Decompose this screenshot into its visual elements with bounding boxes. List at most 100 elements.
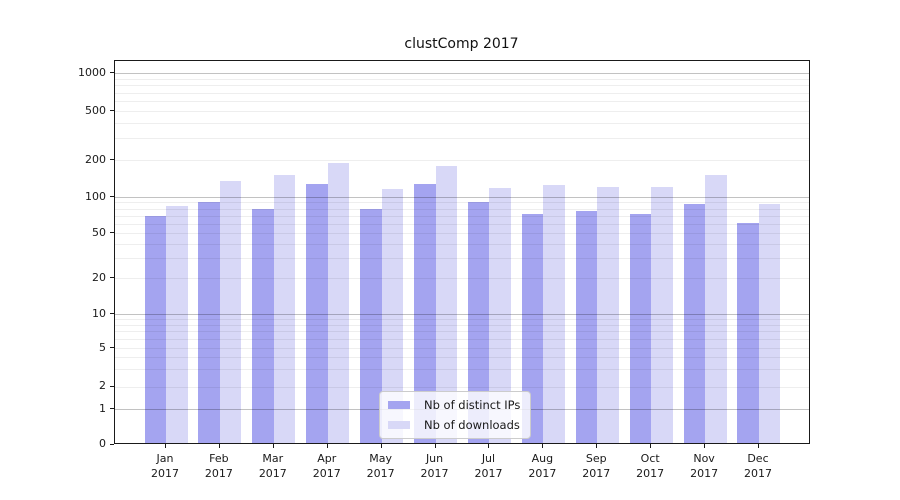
minor-gridline xyxy=(114,111,809,112)
x-tick-label-aug: Aug 2017 xyxy=(528,452,557,480)
y-tick-label: 0 xyxy=(99,437,106,450)
bar-downloads-aug xyxy=(543,184,565,443)
y-tick-mark xyxy=(109,385,114,387)
minor-gridline xyxy=(114,78,809,80)
y-tick-label: 20 xyxy=(92,270,106,284)
x-tick-mark xyxy=(380,444,382,448)
minor-gridline xyxy=(114,202,809,204)
x-tick-mark xyxy=(272,444,274,448)
x-tick-label-apr: Apr 2017 xyxy=(312,452,341,480)
bar-distinct-ips-feb xyxy=(198,201,220,443)
y-tick-mark xyxy=(109,159,114,160)
bar-downloads-dec xyxy=(758,204,781,443)
bar-downloads-mar xyxy=(273,174,296,443)
x-tick-label-jun: Jun 2017 xyxy=(420,452,449,480)
bar-downloads-nov xyxy=(705,175,727,443)
legend: Nb of distinct IPs Nb of downloads xyxy=(379,391,532,439)
y-tick-label: 100 xyxy=(85,189,106,203)
bar-downloads-oct xyxy=(651,186,673,443)
x-tick-mark xyxy=(434,444,436,448)
bar-distinct-ips-sep xyxy=(575,211,598,443)
minor-gridline xyxy=(114,348,809,349)
legend-swatch-distinct-ips xyxy=(388,401,410,409)
legend-item-downloads: Nb of downloads xyxy=(388,417,520,433)
minor-gridline xyxy=(114,339,809,341)
minor-gridline xyxy=(114,92,809,94)
major-gridline xyxy=(114,197,809,198)
minor-gridline xyxy=(114,357,809,359)
bar-downloads-may xyxy=(381,188,404,443)
major-gridline xyxy=(114,314,809,315)
y-tick-mark xyxy=(109,408,114,409)
minor-gridline xyxy=(114,386,809,388)
bar-downloads-jun xyxy=(435,165,458,443)
y-tick-label: 200 xyxy=(85,152,106,166)
x-tick-mark xyxy=(757,444,759,448)
y-tick-label: 500 xyxy=(85,103,106,117)
minor-gridline xyxy=(114,223,809,225)
bar-downloads-apr xyxy=(327,162,350,443)
y-tick-mark xyxy=(109,72,114,73)
bar-distinct-ips-apr xyxy=(306,183,328,443)
bar-distinct-ips-aug xyxy=(521,214,544,443)
bar-distinct-ips-may xyxy=(360,208,382,443)
minor-gridline xyxy=(114,85,809,87)
minor-gridline xyxy=(114,258,809,260)
y-tick-mark xyxy=(109,196,114,197)
bar-downloads-jan xyxy=(166,206,188,443)
minor-gridline xyxy=(114,160,809,161)
y-tick-mark xyxy=(109,443,114,445)
y-tick-mark xyxy=(109,277,114,278)
x-tick-mark xyxy=(650,444,652,448)
y-tick-mark xyxy=(109,110,114,111)
legend-swatch-downloads xyxy=(388,421,410,429)
bar-distinct-ips-mar xyxy=(252,209,274,443)
y-tick-label: 1 xyxy=(99,401,106,415)
y-tick-label: 50 xyxy=(92,225,106,239)
chart-title: clustComp 2017 xyxy=(404,36,519,52)
y-tick-mark xyxy=(109,232,114,233)
x-tick-label-may: May 2017 xyxy=(366,452,395,480)
x-tick-label-sep: Sep 2017 xyxy=(582,452,611,480)
x-tick-mark xyxy=(218,444,220,448)
minor-gridline xyxy=(114,208,809,210)
x-tick-mark xyxy=(542,444,544,448)
minor-gridline xyxy=(114,369,809,371)
x-tick-label-mar: Mar 2017 xyxy=(258,452,287,480)
bar-downloads-jul xyxy=(489,188,511,443)
y-tick-mark xyxy=(109,313,114,314)
bar-distinct-ips-oct xyxy=(629,214,652,443)
y-tick-label: 2 xyxy=(99,379,106,392)
minor-gridline xyxy=(114,122,809,124)
minor-gridline xyxy=(114,138,809,140)
minor-gridline xyxy=(114,243,809,245)
bar-distinct-ips-jul xyxy=(467,201,490,443)
minor-gridline xyxy=(114,215,809,217)
plot-area xyxy=(113,59,810,444)
minor-gridline xyxy=(114,278,809,279)
x-tick-mark xyxy=(704,444,706,448)
bar-downloads-sep xyxy=(597,186,619,443)
x-tick-label-jul: Jul 2017 xyxy=(474,452,503,480)
legend-item-distinct-ips: Nb of distinct IPs xyxy=(388,397,520,413)
bar-distinct-ips-dec xyxy=(737,222,759,443)
y-tick-label: 10 xyxy=(92,306,106,320)
bar-downloads-feb xyxy=(219,180,242,443)
x-tick-mark xyxy=(165,444,166,448)
minor-gridline xyxy=(114,319,809,321)
y-tick-label: 5 xyxy=(99,340,106,354)
x-tick-label-nov: Nov 2017 xyxy=(690,452,719,480)
minor-gridline xyxy=(114,331,809,333)
x-tick-mark xyxy=(488,444,490,448)
x-tick-label-feb: Feb 2017 xyxy=(204,452,233,480)
minor-gridline xyxy=(114,101,809,102)
x-tick-mark xyxy=(596,444,598,448)
major-gridline xyxy=(114,73,809,74)
bar-distinct-ips-jan xyxy=(144,215,166,443)
x-tick-label-dec: Dec 2017 xyxy=(743,452,772,480)
bar-distinct-ips-jun xyxy=(414,183,436,443)
legend-label-distinct-ips: Nb of distinct IPs xyxy=(424,398,521,412)
legend-label-downloads: Nb of downloads xyxy=(424,418,520,432)
y-tick-mark xyxy=(109,347,114,348)
